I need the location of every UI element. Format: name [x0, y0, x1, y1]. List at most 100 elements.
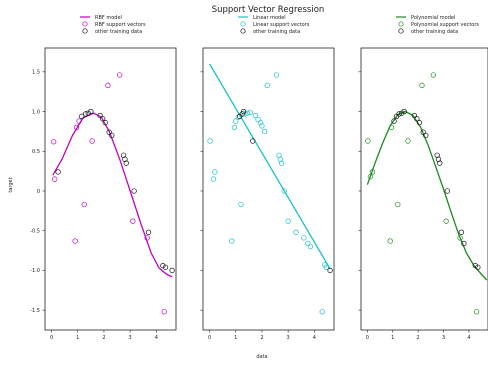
support-vector-point — [285, 218, 291, 224]
y-tick-label: 1.5 — [32, 70, 40, 76]
training-data-point — [97, 112, 103, 119]
legend-other-swatch — [82, 28, 88, 34]
training-data-point — [82, 111, 89, 117]
support-vector-point — [369, 169, 376, 175]
training-data-point — [145, 229, 152, 235]
training-data-point — [327, 267, 333, 274]
legend-other-swatch — [240, 28, 246, 34]
support-vector-point — [259, 123, 265, 129]
legend-other-label: other training data — [411, 29, 458, 35]
support-vector-point — [210, 176, 217, 182]
x-tick-label: 2 — [102, 335, 105, 341]
panel-marks — [365, 72, 488, 315]
y-tick-label: -0.5 — [30, 229, 40, 235]
training-data-point — [401, 108, 407, 115]
legend-sv-swatch — [398, 21, 404, 27]
y-tick-label: -1.5 — [30, 308, 40, 314]
support-vector-point — [405, 138, 411, 144]
training-data-point — [423, 132, 429, 139]
support-vector-point — [387, 238, 393, 244]
support-vector-point — [105, 82, 111, 88]
support-vector-point — [252, 112, 259, 119]
training-data-point — [160, 263, 166, 269]
support-vector-point — [255, 116, 261, 123]
support-vector-point — [72, 238, 78, 244]
panel-marks — [207, 63, 333, 315]
training-data-point — [250, 138, 256, 144]
legend-sv-label: Polynomial support vectors — [411, 22, 479, 28]
support-vector-point — [73, 124, 80, 131]
x-tick-label: 1 — [234, 335, 237, 341]
x-tick-label: 4 — [313, 335, 316, 341]
x-tick-label: 3 — [442, 335, 445, 341]
support-vector-point — [235, 114, 242, 120]
panel-marks — [50, 72, 175, 315]
x-tick-label: 4 — [155, 335, 158, 341]
training-data-point — [85, 110, 91, 116]
x-tick-label: 2 — [260, 335, 263, 341]
x-tick-label: 1 — [76, 335, 79, 341]
y-tick-label: 0 — [37, 189, 40, 195]
legend-sv-label: RBF support vectors — [95, 22, 146, 28]
support-vector-point — [365, 138, 371, 144]
panels-group: 0 1 2 3 4 1.5 1.0 0.5 0 -0.5 -1.0 -1.5 RBF modelRBF … — [30, 15, 488, 341]
training-data-point — [414, 116, 420, 122]
support-vector-point — [81, 201, 87, 208]
support-vector-point — [457, 235, 463, 241]
training-data-point — [99, 116, 106, 122]
legend-other-swatch — [398, 28, 404, 34]
y-tick-label: -1.0 — [30, 268, 40, 274]
support-vector-point — [144, 235, 150, 241]
support-vector-point — [207, 138, 213, 144]
legend-sv-label: Linear support vectors — [253, 22, 310, 28]
x-axis-label: data — [256, 354, 267, 360]
support-vector-point — [261, 128, 268, 135]
legend-model-label: Linear model — [253, 15, 286, 21]
training-data-point — [416, 120, 423, 126]
support-vector-point — [52, 176, 58, 182]
support-vector-point — [273, 72, 280, 78]
training-data-point — [461, 240, 467, 247]
legend-other-label: other training data — [253, 29, 300, 35]
support-vector-point — [89, 138, 95, 144]
panel-1: 0 1 2 3 4 1.5 1.0 0.5 0 -0.5 -1.0 -1.5 RBF modelRBF … — [30, 15, 177, 341]
support-vector-point — [247, 109, 253, 115]
panel-frame — [44, 47, 177, 331]
y-tick-label: 1.0 — [32, 109, 40, 115]
support-vector-point — [161, 309, 167, 315]
x-tick-label: 0 — [208, 335, 211, 341]
training-data-point — [106, 129, 112, 135]
support-vector-point — [323, 264, 329, 270]
support-vector-point — [388, 124, 395, 131]
support-vector-point — [231, 124, 238, 131]
model-curve — [209, 63, 331, 270]
support-vector-point — [212, 169, 218, 175]
support-vector-point — [305, 240, 311, 247]
training-data-point — [411, 112, 417, 119]
training-data-point — [391, 118, 397, 124]
chart-title: Support Vector Regression — [212, 5, 325, 15]
support-vector-point — [293, 229, 299, 235]
training-data-point — [169, 267, 175, 274]
training-data-point — [88, 108, 94, 115]
training-data-point — [55, 169, 61, 175]
support-vector-point — [264, 82, 270, 88]
support-vector-point — [430, 72, 437, 78]
legend-sv-swatch — [240, 21, 246, 27]
panel-frame — [202, 47, 335, 331]
training-data-point — [475, 264, 481, 270]
support-vector-point — [257, 120, 264, 126]
panel-frame — [360, 47, 488, 331]
training-data-point — [437, 160, 443, 166]
training-data-point — [162, 264, 169, 270]
support-vector-point — [130, 218, 136, 224]
y-tick-label: 0.5 — [32, 149, 40, 155]
support-vector-point — [443, 218, 449, 224]
training-data-point — [444, 188, 451, 194]
legend-other-label: other training data — [95, 29, 142, 35]
support-vector-point — [238, 201, 244, 208]
